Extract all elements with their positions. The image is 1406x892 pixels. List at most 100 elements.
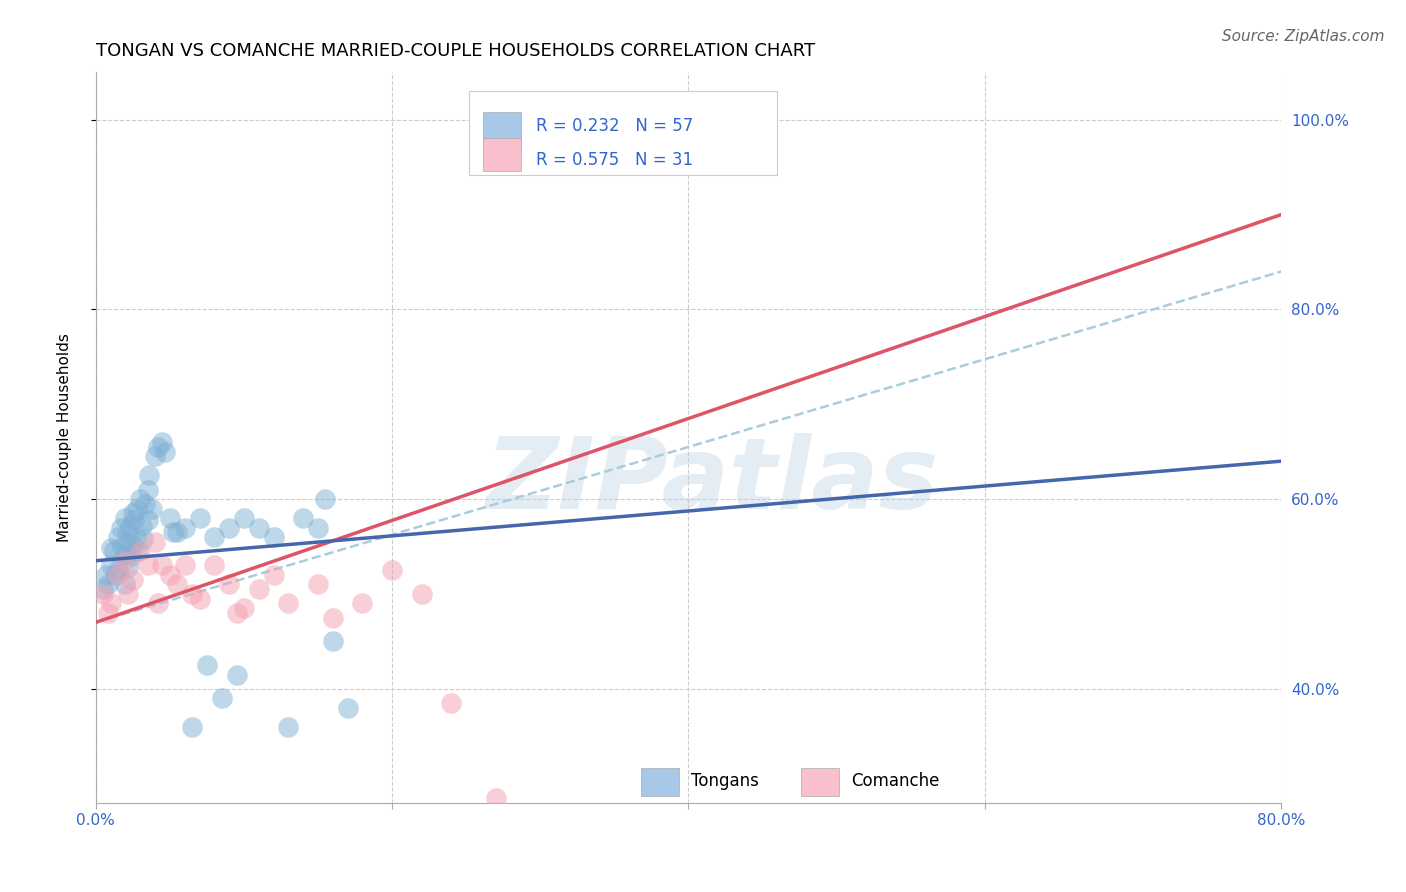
- Point: [117, 587, 139, 601]
- Point: [138, 468, 160, 483]
- Point: [114, 577, 136, 591]
- Point: [218, 520, 240, 534]
- Point: [131, 518, 153, 533]
- Point: [111, 540, 134, 554]
- Point: [211, 691, 233, 706]
- Point: [152, 558, 174, 573]
- Point: [136, 558, 159, 573]
- Point: [100, 558, 122, 573]
- Point: [118, 518, 141, 533]
- Point: [263, 530, 285, 544]
- Point: [152, 435, 174, 450]
- Point: [129, 492, 152, 507]
- Point: [322, 610, 344, 624]
- Point: [155, 444, 177, 458]
- Point: [352, 596, 374, 610]
- Point: [124, 513, 146, 527]
- Point: [143, 534, 166, 549]
- Point: [121, 573, 143, 587]
- Point: [104, 568, 127, 582]
- Point: [120, 549, 142, 563]
- Point: [307, 577, 329, 591]
- Point: [132, 532, 155, 546]
- Point: [292, 511, 315, 525]
- Point: [173, 558, 195, 573]
- Point: [440, 696, 463, 710]
- Point: [322, 634, 344, 648]
- Point: [202, 558, 225, 573]
- Text: Comanche: Comanche: [851, 772, 939, 789]
- Point: [134, 497, 156, 511]
- Point: [127, 501, 149, 516]
- Point: [336, 700, 359, 714]
- Point: [225, 606, 247, 620]
- FancyBboxPatch shape: [484, 138, 522, 171]
- Text: TONGAN VS COMANCHE MARRIED-COUPLE HOUSEHOLDS CORRELATION CHART: TONGAN VS COMANCHE MARRIED-COUPLE HOUSEH…: [96, 42, 815, 60]
- Text: R = 0.232   N = 57: R = 0.232 N = 57: [536, 117, 693, 135]
- Point: [263, 568, 285, 582]
- Point: [166, 525, 188, 540]
- Point: [114, 511, 136, 525]
- Point: [121, 538, 143, 552]
- FancyBboxPatch shape: [801, 768, 839, 796]
- Text: Tongans: Tongans: [690, 772, 759, 789]
- Text: R = 0.575   N = 31: R = 0.575 N = 31: [536, 151, 693, 169]
- Point: [381, 563, 404, 577]
- Point: [110, 520, 132, 534]
- Point: [233, 511, 256, 525]
- Point: [159, 511, 181, 525]
- FancyBboxPatch shape: [484, 112, 522, 145]
- Point: [247, 520, 270, 534]
- Point: [173, 520, 195, 534]
- Point: [97, 606, 120, 620]
- Point: [107, 530, 129, 544]
- Point: [136, 513, 159, 527]
- Point: [121, 506, 143, 520]
- Point: [91, 587, 114, 601]
- Point: [188, 591, 211, 606]
- Point: [125, 530, 148, 544]
- Point: [117, 560, 139, 574]
- Point: [411, 587, 433, 601]
- Point: [141, 501, 163, 516]
- Point: [166, 577, 188, 591]
- Point: [181, 720, 204, 734]
- Point: [100, 541, 122, 556]
- Point: [97, 577, 120, 591]
- Point: [277, 720, 299, 734]
- Point: [100, 596, 122, 610]
- Point: [314, 492, 336, 507]
- Point: [146, 440, 169, 454]
- FancyBboxPatch shape: [470, 91, 778, 175]
- Point: [127, 544, 149, 558]
- Point: [225, 667, 247, 681]
- Point: [117, 534, 139, 549]
- Point: [143, 450, 166, 464]
- Point: [91, 582, 114, 597]
- Point: [307, 520, 329, 534]
- Point: [485, 790, 508, 805]
- Text: Source: ZipAtlas.com: Source: ZipAtlas.com: [1222, 29, 1385, 44]
- Point: [188, 511, 211, 525]
- Point: [129, 544, 152, 558]
- Point: [277, 596, 299, 610]
- Point: [233, 601, 256, 615]
- Point: [115, 525, 138, 540]
- Point: [114, 547, 136, 561]
- Point: [195, 658, 218, 673]
- Point: [247, 582, 270, 597]
- Text: ZIPatlas: ZIPatlas: [485, 433, 939, 530]
- Point: [96, 568, 118, 582]
- Point: [181, 587, 204, 601]
- Point: [107, 563, 129, 577]
- Point: [202, 530, 225, 544]
- Point: [146, 596, 169, 610]
- Point: [162, 525, 184, 540]
- FancyBboxPatch shape: [641, 768, 679, 796]
- Point: [114, 554, 136, 568]
- Point: [107, 568, 129, 582]
- Point: [218, 577, 240, 591]
- Point: [136, 483, 159, 497]
- Y-axis label: Married-couple Households: Married-couple Households: [58, 333, 72, 542]
- Point: [103, 544, 125, 558]
